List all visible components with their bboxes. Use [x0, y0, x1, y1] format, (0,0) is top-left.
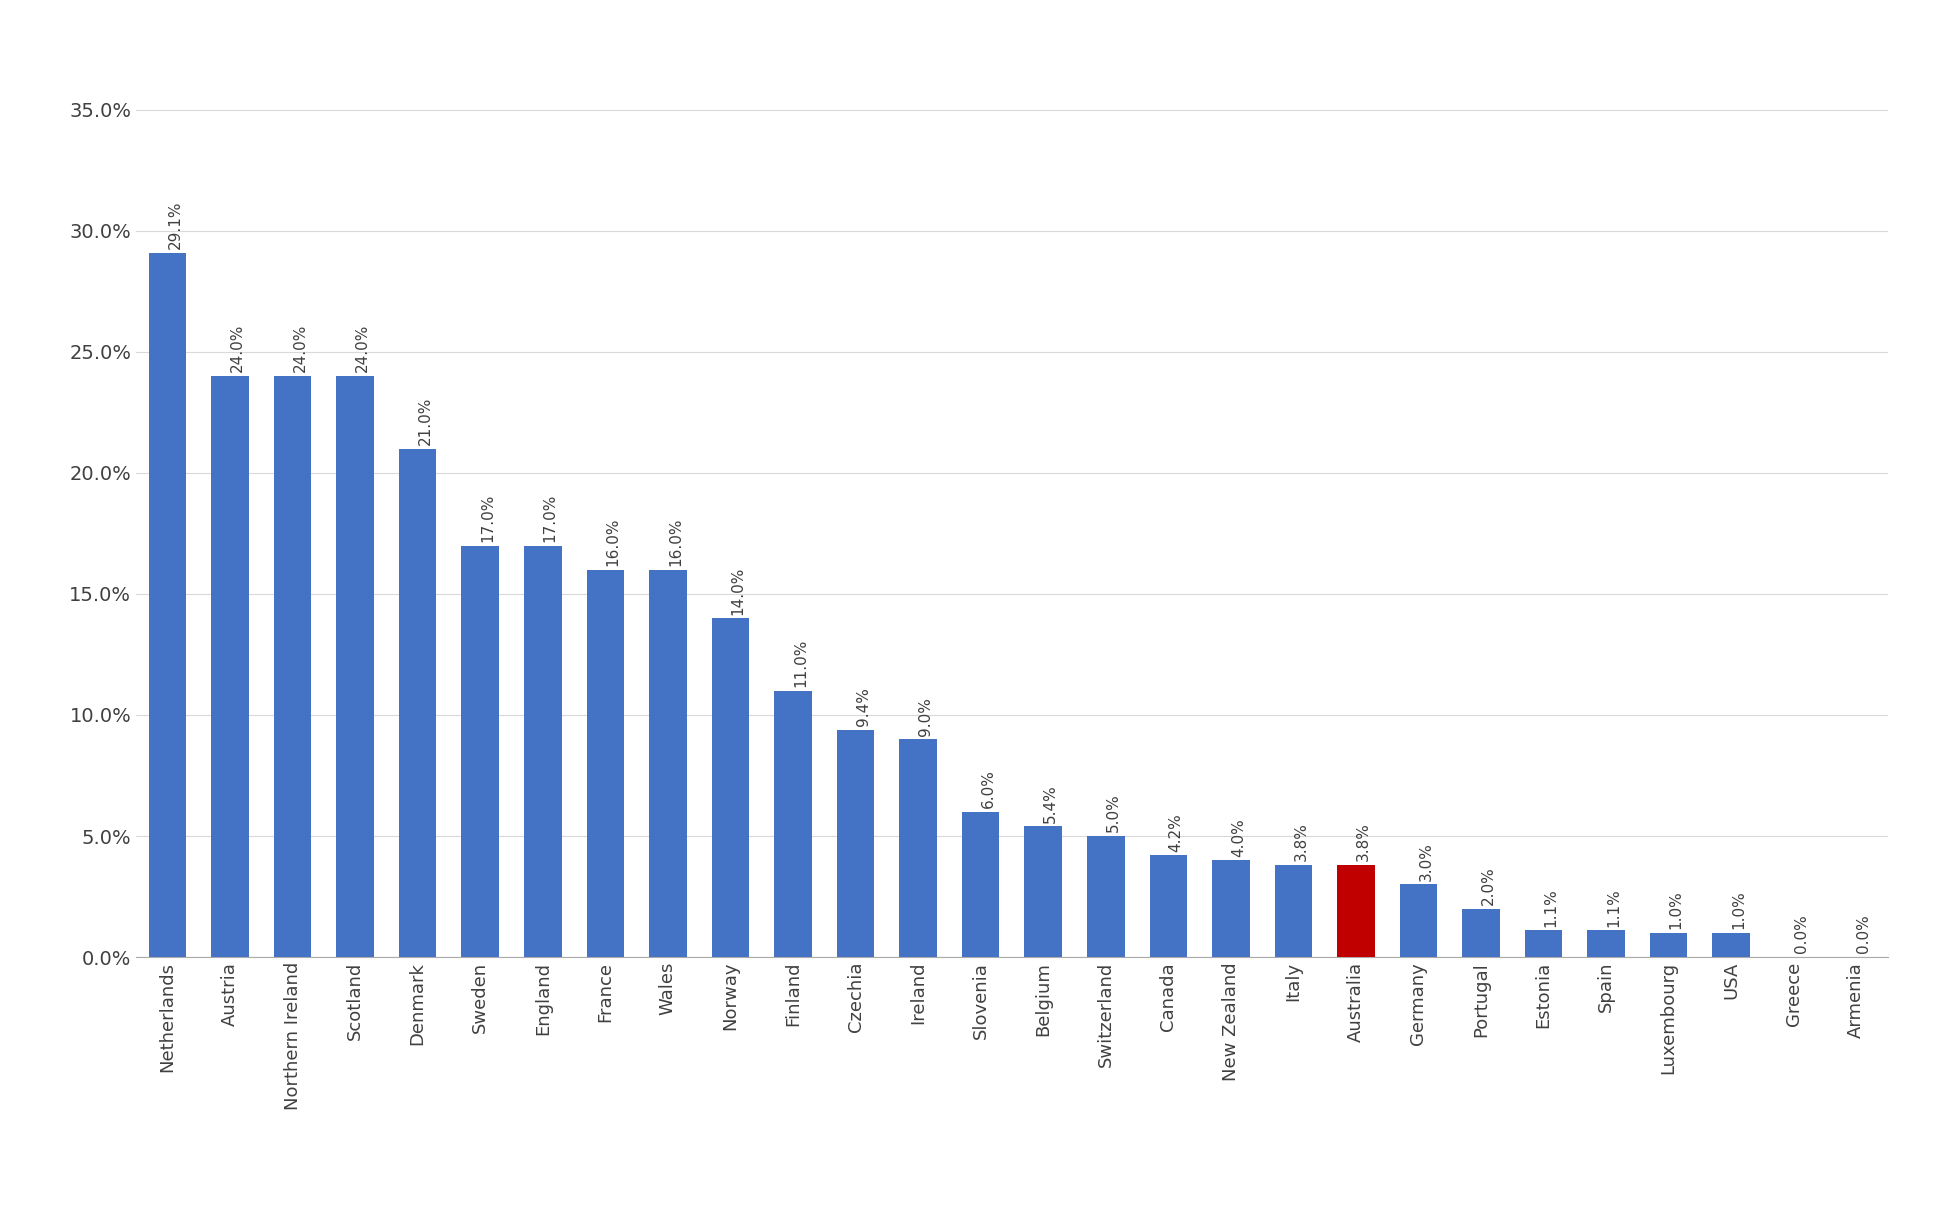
Text: 11.0%: 11.0%	[794, 639, 808, 687]
Bar	[523, 546, 562, 957]
Bar	[274, 375, 311, 957]
Bar	[399, 449, 436, 957]
Text: 4.2%: 4.2%	[1168, 814, 1183, 852]
Bar	[1212, 860, 1249, 957]
Bar	[337, 375, 374, 957]
Text: 14.0%: 14.0%	[730, 566, 745, 615]
Text: 5.0%: 5.0%	[1105, 794, 1121, 832]
Bar	[1275, 865, 1312, 957]
Text: 24.0%: 24.0%	[292, 324, 307, 373]
Text: 1.0%: 1.0%	[1668, 891, 1683, 929]
Text: 5.4%: 5.4%	[1043, 784, 1059, 823]
Bar	[961, 812, 1000, 957]
Text: 29.1%: 29.1%	[167, 200, 183, 249]
Text: 3.8%: 3.8%	[1294, 822, 1308, 861]
Text: 17.0%: 17.0%	[481, 493, 494, 542]
Text: 1.0%: 1.0%	[1732, 891, 1746, 929]
Bar	[212, 375, 249, 957]
Text: 21.0%: 21.0%	[418, 396, 432, 445]
Bar	[1712, 933, 1749, 957]
Text: 2.0%: 2.0%	[1481, 866, 1496, 906]
Bar	[1024, 826, 1063, 957]
Text: 9.0%: 9.0%	[919, 697, 932, 735]
Text: 6.0%: 6.0%	[981, 769, 996, 809]
Bar	[1088, 836, 1125, 957]
Bar	[1526, 930, 1563, 957]
Text: 0.0%: 0.0%	[1794, 914, 1808, 953]
Text: 3.0%: 3.0%	[1419, 842, 1434, 881]
Text: 16.0%: 16.0%	[605, 518, 621, 566]
Bar	[1150, 855, 1187, 957]
Text: 16.0%: 16.0%	[667, 518, 683, 566]
Text: 4.0%: 4.0%	[1230, 818, 1245, 856]
Bar	[650, 569, 687, 957]
Bar	[775, 691, 811, 957]
Bar	[1337, 865, 1374, 957]
Text: 3.8%: 3.8%	[1356, 822, 1370, 861]
Bar	[586, 569, 625, 957]
Text: 1.1%: 1.1%	[1605, 888, 1621, 926]
Text: 0.0%: 0.0%	[1856, 914, 1872, 953]
Bar	[461, 546, 498, 957]
Bar	[899, 739, 936, 957]
Bar	[1588, 930, 1625, 957]
Bar	[1461, 909, 1500, 957]
Bar	[712, 618, 749, 957]
Bar	[1399, 885, 1438, 957]
Bar	[148, 253, 187, 957]
Text: 1.1%: 1.1%	[1543, 888, 1559, 926]
Bar	[1650, 933, 1687, 957]
Text: 24.0%: 24.0%	[354, 324, 370, 373]
Text: 9.4%: 9.4%	[856, 687, 870, 726]
Text: 24.0%: 24.0%	[230, 324, 245, 373]
Text: 17.0%: 17.0%	[543, 493, 559, 542]
Bar	[837, 730, 874, 957]
